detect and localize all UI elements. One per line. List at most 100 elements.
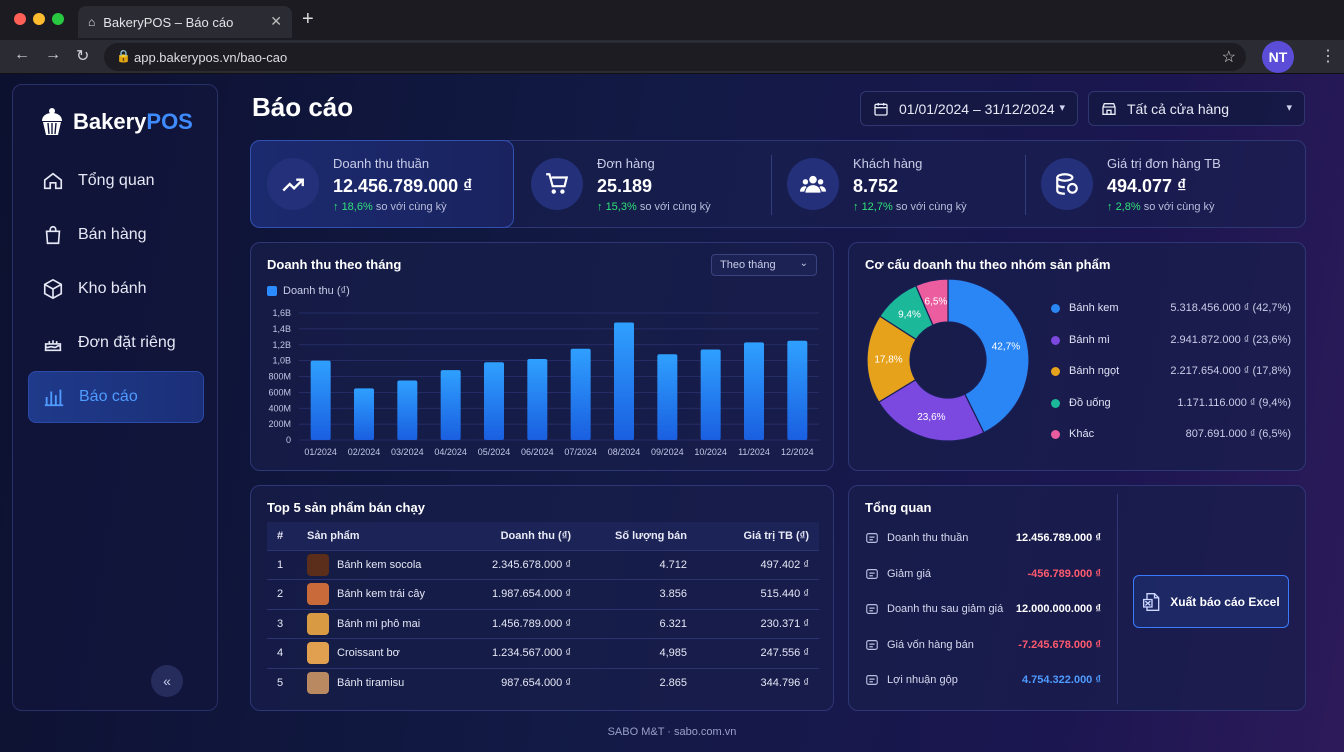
kpi-value: 494.077 ₫: [1107, 176, 1187, 196]
cupcake-logo-icon: [42, 108, 62, 135]
kpi-label: Giá trị đơn hàng TB: [1107, 156, 1221, 171]
kpi-card-revenue[interactable]: Doanh thu thuần 12.456.789.000 ₫ ↑ 18,6%…: [250, 140, 514, 228]
revenue-bar[interactable]: [570, 348, 591, 440]
revenue-bar[interactable]: [484, 362, 504, 440]
maximize-window-button[interactable]: [52, 13, 64, 25]
kpi-label: Doanh thu thuần: [333, 156, 430, 171]
column-header[interactable]: #: [277, 529, 284, 542]
pie-legend-item[interactable]: Bánh mì 2.941.872.000 ₫ (23,6%): [1051, 333, 1291, 349]
column-header[interactable]: Doanh thu (₫): [500, 529, 571, 542]
app-logo[interactable]: Bakery POS: [39, 107, 193, 137]
pie-slice[interactable]: [947, 278, 1030, 434]
excel-file-icon: [1143, 592, 1160, 611]
sidebar-item-don-dat-rieng[interactable]: Đơn đặt riêng: [28, 317, 204, 369]
revenue-bar[interactable]: [614, 322, 634, 440]
kpi-label: Đơn hàng: [597, 156, 655, 171]
x-tick-label: 02/2024: [348, 447, 381, 457]
legend-swatch: [1051, 398, 1060, 408]
revenue-bar[interactable]: [397, 380, 418, 440]
summary-title: Tổng quan: [865, 500, 932, 515]
profile-avatar[interactable]: NT: [1262, 41, 1294, 73]
table-row[interactable]: 3 Bánh mì phô mai 1.456.789.000 ₫ 6.321 230.…: [267, 608, 819, 639]
new-tab-button[interactable]: +: [302, 8, 314, 30]
kpi-card-customers[interactable]: Khách hàng 8.752 ↑ 12,7% so với cùng kỳ: [771, 141, 1035, 227]
product-thumbnail: [307, 642, 329, 665]
pie-legend-item[interactable]: Đồ uống 1.171.116.000 ₫ (9,4%): [1051, 396, 1291, 412]
close-window-button[interactable]: [14, 13, 26, 25]
x-tick-label: 05/2024: [478, 447, 511, 457]
sidebar-item-bao-cao[interactable]: Báo cáo: [28, 371, 204, 423]
revenue-bar[interactable]: [787, 340, 808, 440]
x-tick-label: 04/2024: [434, 447, 467, 457]
forward-arrow-icon[interactable]: →: [45, 46, 61, 63]
pie-slice[interactable]: [915, 278, 949, 326]
table-header-row: # Sản phẩm Doanh thu (₫) Số lượng bán Gi…: [267, 522, 819, 550]
table-row[interactable]: 2 Bánh kem trái cây 1.987.654.000 ₫ 3.856 51…: [267, 579, 819, 609]
bookmark-star-icon[interactable]: ☆: [1221, 49, 1236, 66]
browser-tab[interactable]: ⌂ BakeryPOS – Báo cáo ✕: [78, 6, 292, 38]
legend-swatch: [1051, 430, 1060, 439]
tab-close-icon[interactable]: ✕: [270, 13, 282, 29]
revenue-bar[interactable]: [310, 360, 331, 440]
kpi-card-avg-order[interactable]: Giá trị đơn hàng TB 494.077 ₫ ↑ 2,8% so …: [1025, 141, 1289, 227]
lock-icon: 🔒: [116, 49, 131, 63]
rank-cell: 2: [267, 579, 297, 609]
table-row[interactable]: 5 Bánh tiramisu 987.654.000 ₫ 2.865 344.796 …: [267, 667, 819, 698]
sidebar-item-tong-quan[interactable]: Tổng quan: [28, 155, 204, 207]
period-select[interactable]: Theo tháng ⌄: [711, 254, 817, 276]
wallet-icon: [866, 604, 878, 614]
kpi-card-orders[interactable]: Đơn hàng 25.189 ↑ 15,3% so với cùng kỳ: [515, 141, 779, 227]
legend-amount: 5.318.456.000 ₫ (42,7%): [1170, 302, 1291, 314]
back-arrow-icon[interactable]: ←: [14, 46, 30, 63]
table-row[interactable]: 4 Croissant bơ 1.234.567.000 ₫ 4,985 247.556…: [267, 638, 819, 668]
summary-value: -7.245.678.000 ₫: [1018, 638, 1101, 651]
coin-icon: [866, 675, 878, 685]
export-excel-button[interactable]: Xuất báo cáo Excel: [1133, 575, 1289, 628]
revenue-bar[interactable]: [657, 354, 678, 440]
summary-row: Giảm giá -456.789.000 ₫: [865, 566, 1101, 586]
chevron-down-icon: ⌄: [799, 258, 808, 269]
summary-value: -456.789.000 ₫: [1027, 567, 1101, 580]
revenue-bar[interactable]: [354, 388, 374, 440]
store-filter-select[interactable]: Tất cả cửa hàng ▾: [1088, 91, 1305, 126]
store-filter-value: Tất cả cửa hàng: [1127, 100, 1229, 117]
date-range-picker[interactable]: 01/01/2024 – 31/12/2024 ▾: [860, 91, 1078, 126]
url-field[interactable]: 🔒 app.bakerypos.vn/bao-cao ☆: [104, 43, 1246, 71]
pie-legend-item[interactable]: Bánh ngọt 2.217.654.000 ₫ (17,8%): [1051, 364, 1291, 380]
pie-legend-item[interactable]: Bánh kem 5.318.456.000 ₫ (42,7%): [1051, 301, 1291, 317]
pie-slice[interactable]: [877, 378, 985, 442]
category-donut-chart: 42,7% 23,6% 17,8% 9,4% 6,5%: [866, 278, 1030, 442]
product-thumbnail: [307, 583, 329, 606]
discount-icon: [866, 568, 878, 579]
slice-label: 9,4%: [898, 310, 921, 321]
collapse-sidebar-button[interactable]: «: [151, 665, 183, 697]
product-cell: Bánh kem trái cây: [297, 579, 467, 609]
kpi-change: ↑ 2,8% so với cùng kỳ: [1107, 201, 1215, 213]
column-header[interactable]: Giá trị TB (₫): [743, 529, 809, 542]
y-tick-label: 600M: [268, 387, 291, 397]
y-tick-label: 1,4B: [272, 324, 291, 334]
kpi-value: 12.456.789.000 ₫: [333, 176, 473, 196]
browser-menu-icon[interactable]: ⋮: [1320, 48, 1336, 65]
sidebar-item-ban-hang[interactable]: Bán hàng: [28, 209, 204, 261]
revenue-bar[interactable]: [527, 359, 548, 440]
summary-row: Giá vốn hàng bán -7.245.678.000 ₫: [865, 637, 1101, 657]
box-icon: [43, 278, 63, 300]
minimize-window-button[interactable]: [33, 13, 45, 25]
column-header[interactable]: Sản phẩm: [307, 529, 360, 542]
top-products-card: Top 5 sản phẩm bán chạy # Sản phẩm Doanh…: [250, 485, 834, 711]
chevron-down-icon: ▾: [1286, 102, 1292, 114]
column-header[interactable]: Số lượng bán: [614, 529, 687, 542]
table-row[interactable]: 1 Bánh kem socola 2.345.678.000 ₫ 4.712 497.…: [267, 549, 819, 580]
rank-cell: 3: [267, 608, 297, 639]
reload-icon[interactable]: ↻: [76, 48, 90, 65]
revenue-bar[interactable]: [440, 370, 461, 440]
url-text: app.bakerypos.vn/bao-cao: [134, 49, 288, 65]
pie-legend-item[interactable]: Khác 807.691.000 ₫ (6,5%): [1051, 427, 1291, 443]
revenue-bar-chart: 0 200M 400M 600M 800M 1,0B 1,2B 1,4B 1,6B 01/2024…: [268, 308, 819, 457]
sidebar-item-kho-banh[interactable]: Kho bánh: [28, 263, 204, 315]
summary-label: Doanh thu sau giảm giá: [887, 603, 1004, 615]
revenue-bar[interactable]: [744, 342, 764, 440]
revenue-bar[interactable]: [700, 349, 721, 440]
cart-icon: [531, 158, 583, 210]
